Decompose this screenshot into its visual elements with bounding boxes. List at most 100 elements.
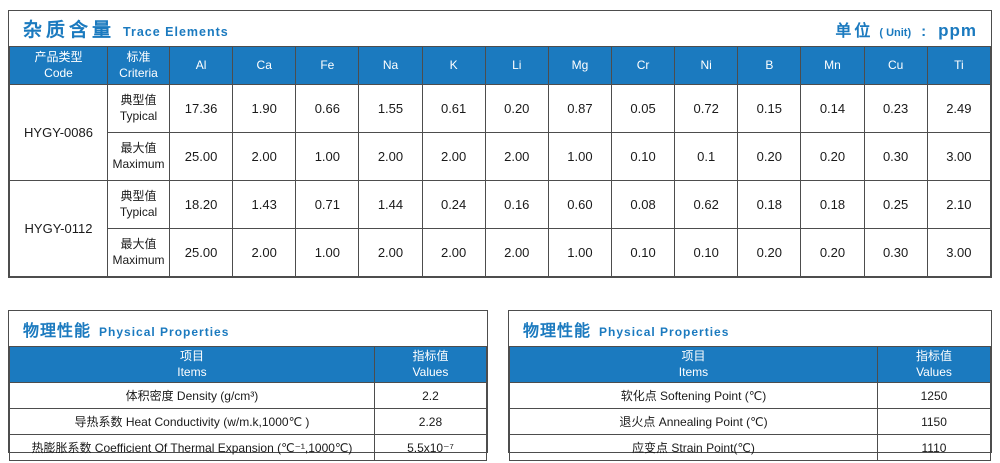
element-value-cell: 0.25: [863, 180, 928, 229]
criteria-cell: 最大值 Maximum: [107, 228, 170, 277]
physical-right-title-row: 物理性能 Physical Properties: [509, 311, 991, 346]
items-column-header: 项目 Items: [9, 345, 375, 384]
values-header-en: Values: [916, 364, 952, 379]
code-column-header-zh: 产品类型: [34, 49, 83, 64]
element-column-header-mg: Mg: [547, 46, 612, 85]
element-value-cell: 0.23: [863, 84, 928, 133]
element-value-cell: 17.36: [168, 84, 234, 133]
table-row-thermal-expansion: 热膨胀系数 Coefficient Of Thermal Expansion (…: [9, 434, 488, 462]
element-value-cell: 2.00: [232, 228, 297, 277]
criteria-column-header-en: Criteria: [119, 65, 158, 80]
element-value-cell: 1.00: [295, 132, 360, 181]
table-row-0086-typical: HYGY-0086 典型值 Typical 17.36 1.90 0.66 1.…: [9, 84, 992, 181]
element-column-header-cu: Cu: [863, 46, 928, 85]
product-code-cell: HYGY-0086: [9, 84, 108, 181]
element-value-cell: 1.43: [232, 180, 297, 229]
element-value-cell: 0.1: [674, 132, 739, 181]
criteria-en: Typical: [119, 204, 158, 219]
trace-elements-title-en: Trace Elements: [123, 25, 229, 39]
element-value-cell: 0.60: [547, 180, 612, 229]
physical-properties-left-table: 项目 Items 指标值 Values 体积密度 Density (g/cm³)…: [9, 345, 488, 462]
criteria-cell: 最大值 Maximum: [107, 132, 170, 181]
element-value-cell: 25.00: [168, 132, 234, 181]
property-value-cell: 1110: [876, 434, 992, 462]
element-value-cell: 2.10: [926, 180, 992, 229]
physical-right-title: 物理性能 Physical Properties: [523, 317, 729, 341]
values-header-zh: 指标值: [412, 349, 449, 363]
element-column-header-mn: Mn: [800, 46, 865, 85]
element-value-cell: 2.00: [232, 132, 297, 181]
element-column-header-ni: Ni: [674, 46, 739, 85]
unit-value: ppm: [938, 20, 977, 40]
element-value-cell: 0.20: [737, 228, 802, 277]
element-value-cell: 0.87: [547, 84, 612, 133]
element-value-cell: 0.20: [800, 132, 865, 181]
element-value-cell: 0.66: [295, 84, 360, 133]
element-value-cell: 0.10: [674, 228, 739, 277]
element-value-cell: 25.00: [168, 228, 234, 277]
criteria-zh: 典型值: [120, 92, 157, 107]
element-column-header-al: Al: [168, 46, 234, 85]
element-value-cell: 0.05: [610, 84, 676, 133]
element-value-cell: 2.00: [421, 132, 486, 181]
element-value-cell: 3.00: [926, 132, 992, 181]
trace-elements-table: 产品类型 Code 标准 Criteria Al Ca Fe Na K Li M…: [9, 46, 992, 277]
element-value-cell: 0.20: [737, 132, 802, 181]
physical-right-title-zh: 物理性能: [523, 322, 592, 340]
property-item-cell: 体积密度 Density (g/cm³): [9, 382, 375, 410]
criteria-en: Maximum: [112, 156, 165, 171]
element-value-cell: 0.16: [484, 180, 549, 229]
trace-elements-title-row: 杂质含量 Trace Elements 单位 ( Unit) : ppm: [9, 11, 991, 46]
values-header-zh: 指标值: [915, 349, 952, 363]
property-value-cell: 1150: [876, 408, 992, 436]
element-value-cell: 1.44: [358, 180, 423, 229]
criteria-en: Typical: [119, 108, 158, 123]
property-value-cell: 2.28: [373, 408, 488, 436]
property-value-cell: 2.2: [373, 382, 488, 410]
physical-properties-right-table: 项目 Items 指标值 Values 软化点 Softening Point …: [509, 345, 992, 462]
element-value-cell: 3.00: [926, 228, 992, 277]
criteria-zh: 典型值: [120, 188, 157, 203]
items-column-header: 项目 Items: [509, 345, 878, 384]
element-column-header-fe: Fe: [295, 46, 360, 85]
element-value-cell: 0.10: [610, 228, 676, 277]
element-value-cell: 2.49: [926, 84, 992, 133]
physical-properties-left-section: 物理性能 Physical Properties 项目 Items 指标值 Val…: [8, 310, 488, 462]
element-value-cell: 18.20: [168, 180, 234, 229]
criteria-cell: 典型值 Typical: [107, 180, 170, 229]
element-value-cell: 2.00: [358, 228, 423, 277]
element-column-header-na: Na: [358, 46, 423, 85]
code-column-header-en: Code: [44, 65, 73, 80]
unit-label-en: ( Unit): [879, 26, 912, 39]
values-column-header: 指标值 Values: [373, 345, 488, 384]
property-item-cell: 应变点 Strain Point(℃): [509, 434, 878, 462]
element-value-cell: 0.18: [800, 180, 865, 229]
element-value-cell: 2.00: [484, 228, 549, 277]
criteria-column-header: 标准 Criteria: [107, 46, 170, 85]
element-value-cell: 2.00: [484, 132, 549, 181]
physical-left-title-zh: 物理性能: [23, 322, 92, 340]
element-value-cell: 0.14: [800, 84, 865, 133]
physical-properties-right-section: 物理性能 Physical Properties 项目 Items 指标值 Val…: [508, 310, 992, 462]
element-value-cell: 1.00: [547, 228, 612, 277]
element-value-cell: 1.00: [295, 228, 360, 277]
trace-elements-header-row: 产品类型 Code 标准 Criteria Al Ca Fe Na K Li M…: [9, 46, 992, 85]
product-code-cell: HYGY-0112: [9, 180, 108, 277]
element-value-cell: 0.10: [610, 132, 676, 181]
criteria-column-header-zh: 标准: [126, 49, 151, 64]
property-item-cell: 导热系数 Heat Conductivity (w/m.k,1000℃ ): [9, 408, 375, 436]
table-row-0112-typical: HYGY-0112 典型值 Typical 18.20 1.43 0.71 1.…: [9, 180, 992, 277]
physical-right-header-row: 项目 Items 指标值 Values: [509, 345, 992, 384]
element-value-cell: 1.90: [232, 84, 297, 133]
criteria-en: Maximum: [112, 252, 165, 267]
element-value-cell: 0.18: [737, 180, 802, 229]
element-column-header-ca: Ca: [232, 46, 297, 85]
element-value-cell: 0.15: [737, 84, 802, 133]
element-value-cell: 1.55: [358, 84, 423, 133]
element-value-cell: 0.30: [863, 228, 928, 277]
table-row-annealing-point: 退火点 Annealing Point (℃) 1150: [509, 408, 992, 436]
element-column-header-b: B: [737, 46, 802, 85]
items-header-en: Items: [177, 364, 207, 379]
physical-left-title-en: Physical Properties: [99, 324, 230, 339]
trace-elements-title-zh: 杂质含量: [23, 20, 116, 41]
